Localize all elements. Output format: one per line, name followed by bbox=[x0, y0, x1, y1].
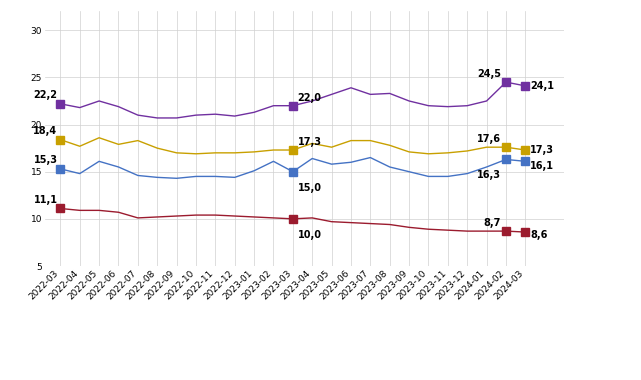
Text: 15,0: 15,0 bbox=[297, 183, 322, 193]
Text: 11,1: 11,1 bbox=[33, 195, 58, 205]
Text: 10,0: 10,0 bbox=[297, 230, 322, 240]
Text: 22,2: 22,2 bbox=[33, 90, 58, 100]
Text: 8,7: 8,7 bbox=[484, 218, 501, 228]
Text: 15,3: 15,3 bbox=[33, 155, 58, 165]
Text: 17,3: 17,3 bbox=[530, 145, 554, 155]
Text: 8,6: 8,6 bbox=[530, 230, 547, 240]
Text: 24,1: 24,1 bbox=[530, 81, 554, 91]
Text: 17,6: 17,6 bbox=[477, 135, 501, 144]
Text: 24,5: 24,5 bbox=[477, 69, 501, 79]
Text: 16,3: 16,3 bbox=[477, 170, 501, 180]
Text: 22,0: 22,0 bbox=[297, 93, 322, 103]
Text: 17,3: 17,3 bbox=[297, 137, 322, 147]
Text: 16,1: 16,1 bbox=[530, 161, 554, 171]
Text: 18,4: 18,4 bbox=[33, 126, 58, 136]
